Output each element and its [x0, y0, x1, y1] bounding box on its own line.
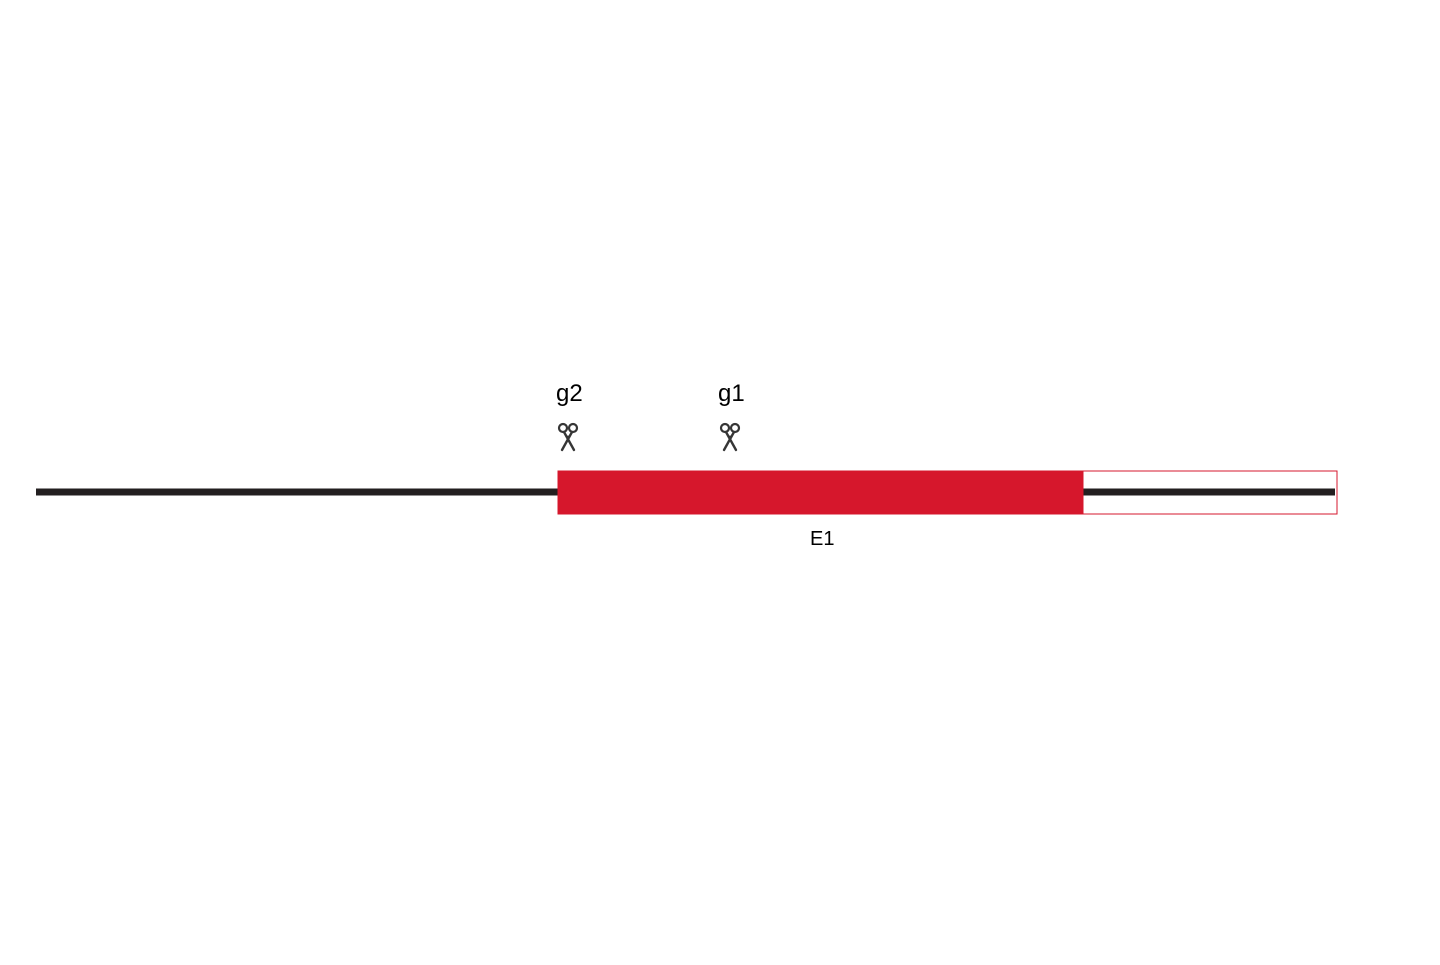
cut-site-label-g2: g2 — [556, 380, 583, 408]
exon-label: E1 — [810, 528, 834, 551]
scissors-icon — [559, 424, 577, 450]
deletion-region — [558, 471, 1083, 514]
diagram-svg — [0, 0, 1440, 960]
gene-diagram: g2 g1 E1 — [0, 0, 1440, 960]
scissors-icon — [721, 424, 739, 450]
cut-site-label-g1: g1 — [718, 380, 745, 408]
